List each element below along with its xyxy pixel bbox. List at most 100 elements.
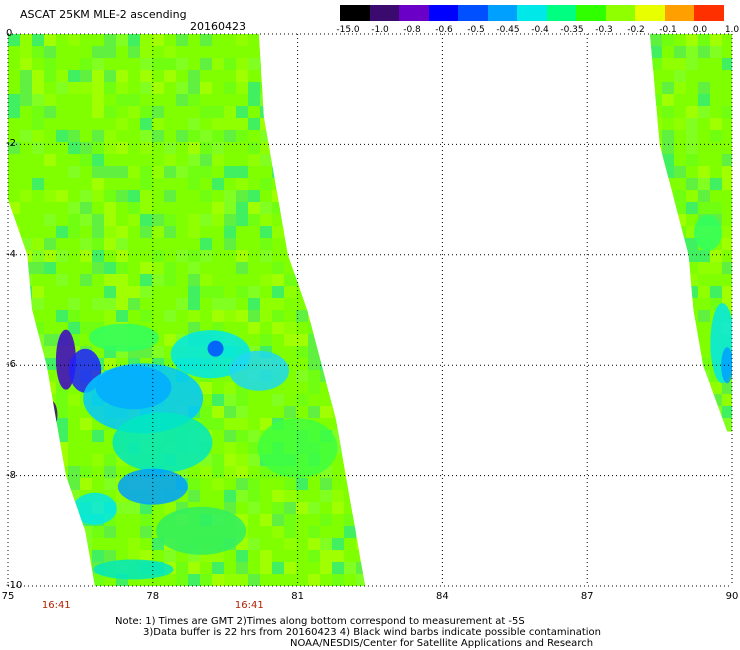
data-cell: [104, 82, 116, 94]
data-cell: [152, 250, 164, 262]
data-cell: [284, 142, 296, 154]
data-cell: [32, 550, 44, 562]
data-cell: [320, 202, 332, 214]
data-cell: [685, 286, 698, 298]
data-cell: [56, 190, 68, 202]
data-cell: [356, 526, 366, 538]
data-cell: [332, 406, 344, 418]
color-scale-label: -0.6: [435, 25, 453, 35]
data-cell: [308, 166, 320, 178]
data-cell: [164, 166, 176, 178]
data-cell: [661, 250, 674, 262]
data-cell: [248, 454, 260, 466]
data-cell: [649, 190, 662, 202]
data-cell: [224, 298, 236, 310]
data-cell: [709, 250, 722, 262]
data-cell: [248, 478, 260, 490]
data-cell: [176, 574, 188, 586]
data-cell: [344, 178, 356, 190]
data-cell: [92, 430, 104, 442]
data-cell: [673, 202, 686, 214]
note-line-1: Note: 1) Times are GMT 2)Times along bot…: [115, 616, 525, 627]
data-cell: [92, 106, 104, 118]
data-cell: [116, 310, 128, 322]
data-cell: [673, 382, 686, 394]
data-cell: [68, 70, 80, 82]
data-cell: [272, 46, 284, 58]
data-cell: [56, 418, 68, 430]
data-cell: [308, 118, 320, 130]
data-cell: [152, 118, 164, 130]
data-cell: [332, 142, 344, 154]
data-cell: [200, 382, 212, 394]
data-cell: [152, 58, 164, 70]
data-cell: [685, 274, 698, 286]
data-cell: [661, 106, 674, 118]
data-cell: [649, 274, 662, 286]
data-cell: [224, 226, 236, 238]
data-cell: [272, 490, 284, 502]
data-cell: [92, 238, 104, 250]
data-cell: [128, 298, 140, 310]
data-cell: [356, 382, 366, 394]
data-cell: [284, 214, 296, 226]
data-cell: [20, 430, 32, 442]
data-cell: [128, 538, 140, 550]
data-cell: [164, 502, 176, 514]
data-cell: [164, 190, 176, 202]
data-cell: [104, 550, 116, 562]
data-cell: [673, 226, 686, 238]
data-cell: [104, 70, 116, 82]
data-cell: [140, 310, 152, 322]
data-cell: [332, 202, 344, 214]
data-cell: [260, 106, 272, 118]
data-cell: [685, 250, 698, 262]
data-cell: [649, 334, 662, 346]
data-cell: [32, 118, 44, 130]
y-tick-label: -8: [6, 469, 16, 481]
data-cell: [32, 142, 44, 154]
data-cell: [248, 322, 260, 334]
data-cell: [236, 178, 248, 190]
x-tick-label: 81: [291, 591, 304, 602]
data-cell: [356, 574, 366, 586]
data-cell: [260, 118, 272, 130]
color-scale-label: -0.2: [627, 25, 645, 35]
data-cell: [697, 250, 710, 262]
data-cell: [32, 238, 44, 250]
data-cell: [80, 478, 92, 490]
data-cell: [104, 226, 116, 238]
data-cell: [20, 130, 32, 142]
data-cell: [140, 214, 152, 226]
data-cell: [176, 250, 188, 262]
data-cell: [661, 130, 674, 142]
data-cell: [673, 418, 686, 430]
data-cell: [92, 190, 104, 202]
data-cell: [92, 178, 104, 190]
data-cell: [685, 346, 698, 358]
data-cell: [320, 370, 332, 382]
data-cell: [308, 310, 320, 322]
data-cell: [200, 286, 212, 298]
data-cell: [332, 118, 344, 130]
data-cell: [709, 130, 722, 142]
data-cell: [685, 334, 698, 346]
data-cell: [649, 346, 662, 358]
data-cell: [80, 562, 92, 574]
data-cell: [44, 34, 56, 46]
data-cell: [272, 34, 284, 46]
data-cell: [140, 262, 152, 274]
data-cell: [188, 310, 200, 322]
data-cell: [188, 142, 200, 154]
data-cell: [20, 358, 32, 370]
data-cell: [260, 274, 272, 286]
data-cell: [248, 58, 260, 70]
data-cell: [685, 106, 698, 118]
data-cell: [356, 34, 366, 46]
data-cell: [296, 94, 308, 106]
data-cell: [56, 130, 68, 142]
data-cell: [320, 82, 332, 94]
data-cell: [332, 34, 344, 46]
data-cell: [649, 238, 662, 250]
data-cell: [284, 478, 296, 490]
